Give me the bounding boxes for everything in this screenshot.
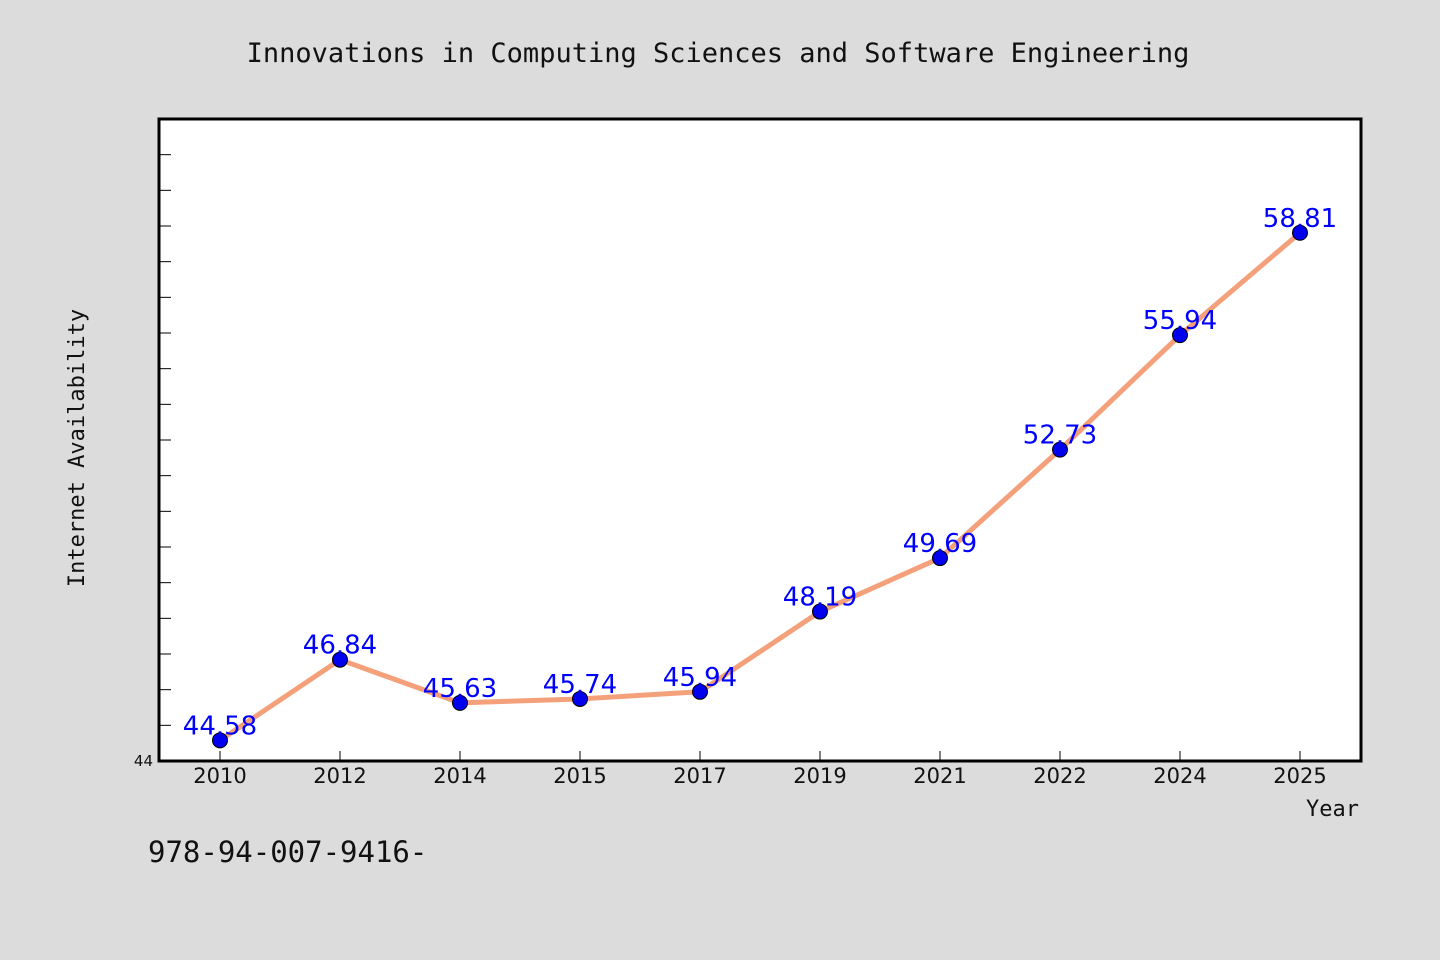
footer-code: 978-94-007-9416- xyxy=(148,835,427,869)
data-label: 45.63 xyxy=(423,674,497,704)
y-tick-label: 44 xyxy=(134,752,153,770)
data-point xyxy=(692,683,708,700)
y-axis-label: Internet Availability xyxy=(65,309,90,587)
data-label: 44.58 xyxy=(183,711,257,741)
x-axis-ticks: 2010 2012 2014 2015 2017 2019 2021 2022 2024 2025 xyxy=(193,751,1327,788)
chart-title: Innovations in Computing Sciences and So… xyxy=(247,38,1190,69)
data-label: 46.84 xyxy=(303,631,377,661)
data-point xyxy=(212,732,228,749)
data-label: 58.81 xyxy=(1263,204,1337,234)
x-tick-label: 2012 xyxy=(313,764,366,788)
x-tick-label: 2022 xyxy=(1033,764,1086,788)
data-label: 52.73 xyxy=(1023,421,1097,451)
x-axis-label: Year xyxy=(1306,797,1359,822)
data-point xyxy=(332,651,348,668)
data-point xyxy=(812,603,828,620)
data-label: 45.74 xyxy=(543,670,617,700)
data-point xyxy=(452,694,468,711)
data-label: 48.19 xyxy=(783,583,857,613)
data-point xyxy=(1292,224,1308,241)
x-tick-label: 2010 xyxy=(193,764,246,788)
data-label: 49.69 xyxy=(903,529,977,559)
data-point xyxy=(572,690,588,707)
x-tick-label: 2025 xyxy=(1273,764,1326,788)
y-axis-ticks: 44 xyxy=(134,154,171,770)
data-label: 55.94 xyxy=(1143,306,1217,336)
data-point xyxy=(1052,441,1068,458)
series-line xyxy=(217,230,1303,743)
x-tick-label: 2019 xyxy=(793,764,846,788)
data-label: 45.94 xyxy=(663,663,737,693)
x-tick-label: 2021 xyxy=(913,764,966,788)
data-point xyxy=(932,550,948,567)
x-tick-label: 2017 xyxy=(673,764,726,788)
x-tick-label: 2014 xyxy=(433,764,486,788)
data-point xyxy=(1172,327,1188,344)
x-tick-label: 2015 xyxy=(553,764,606,788)
series-group: 44.58 46.84 45.63 45.74 45.94 48.19 49.69 52.73… xyxy=(183,204,1337,749)
x-tick-label: 2024 xyxy=(1153,764,1206,788)
